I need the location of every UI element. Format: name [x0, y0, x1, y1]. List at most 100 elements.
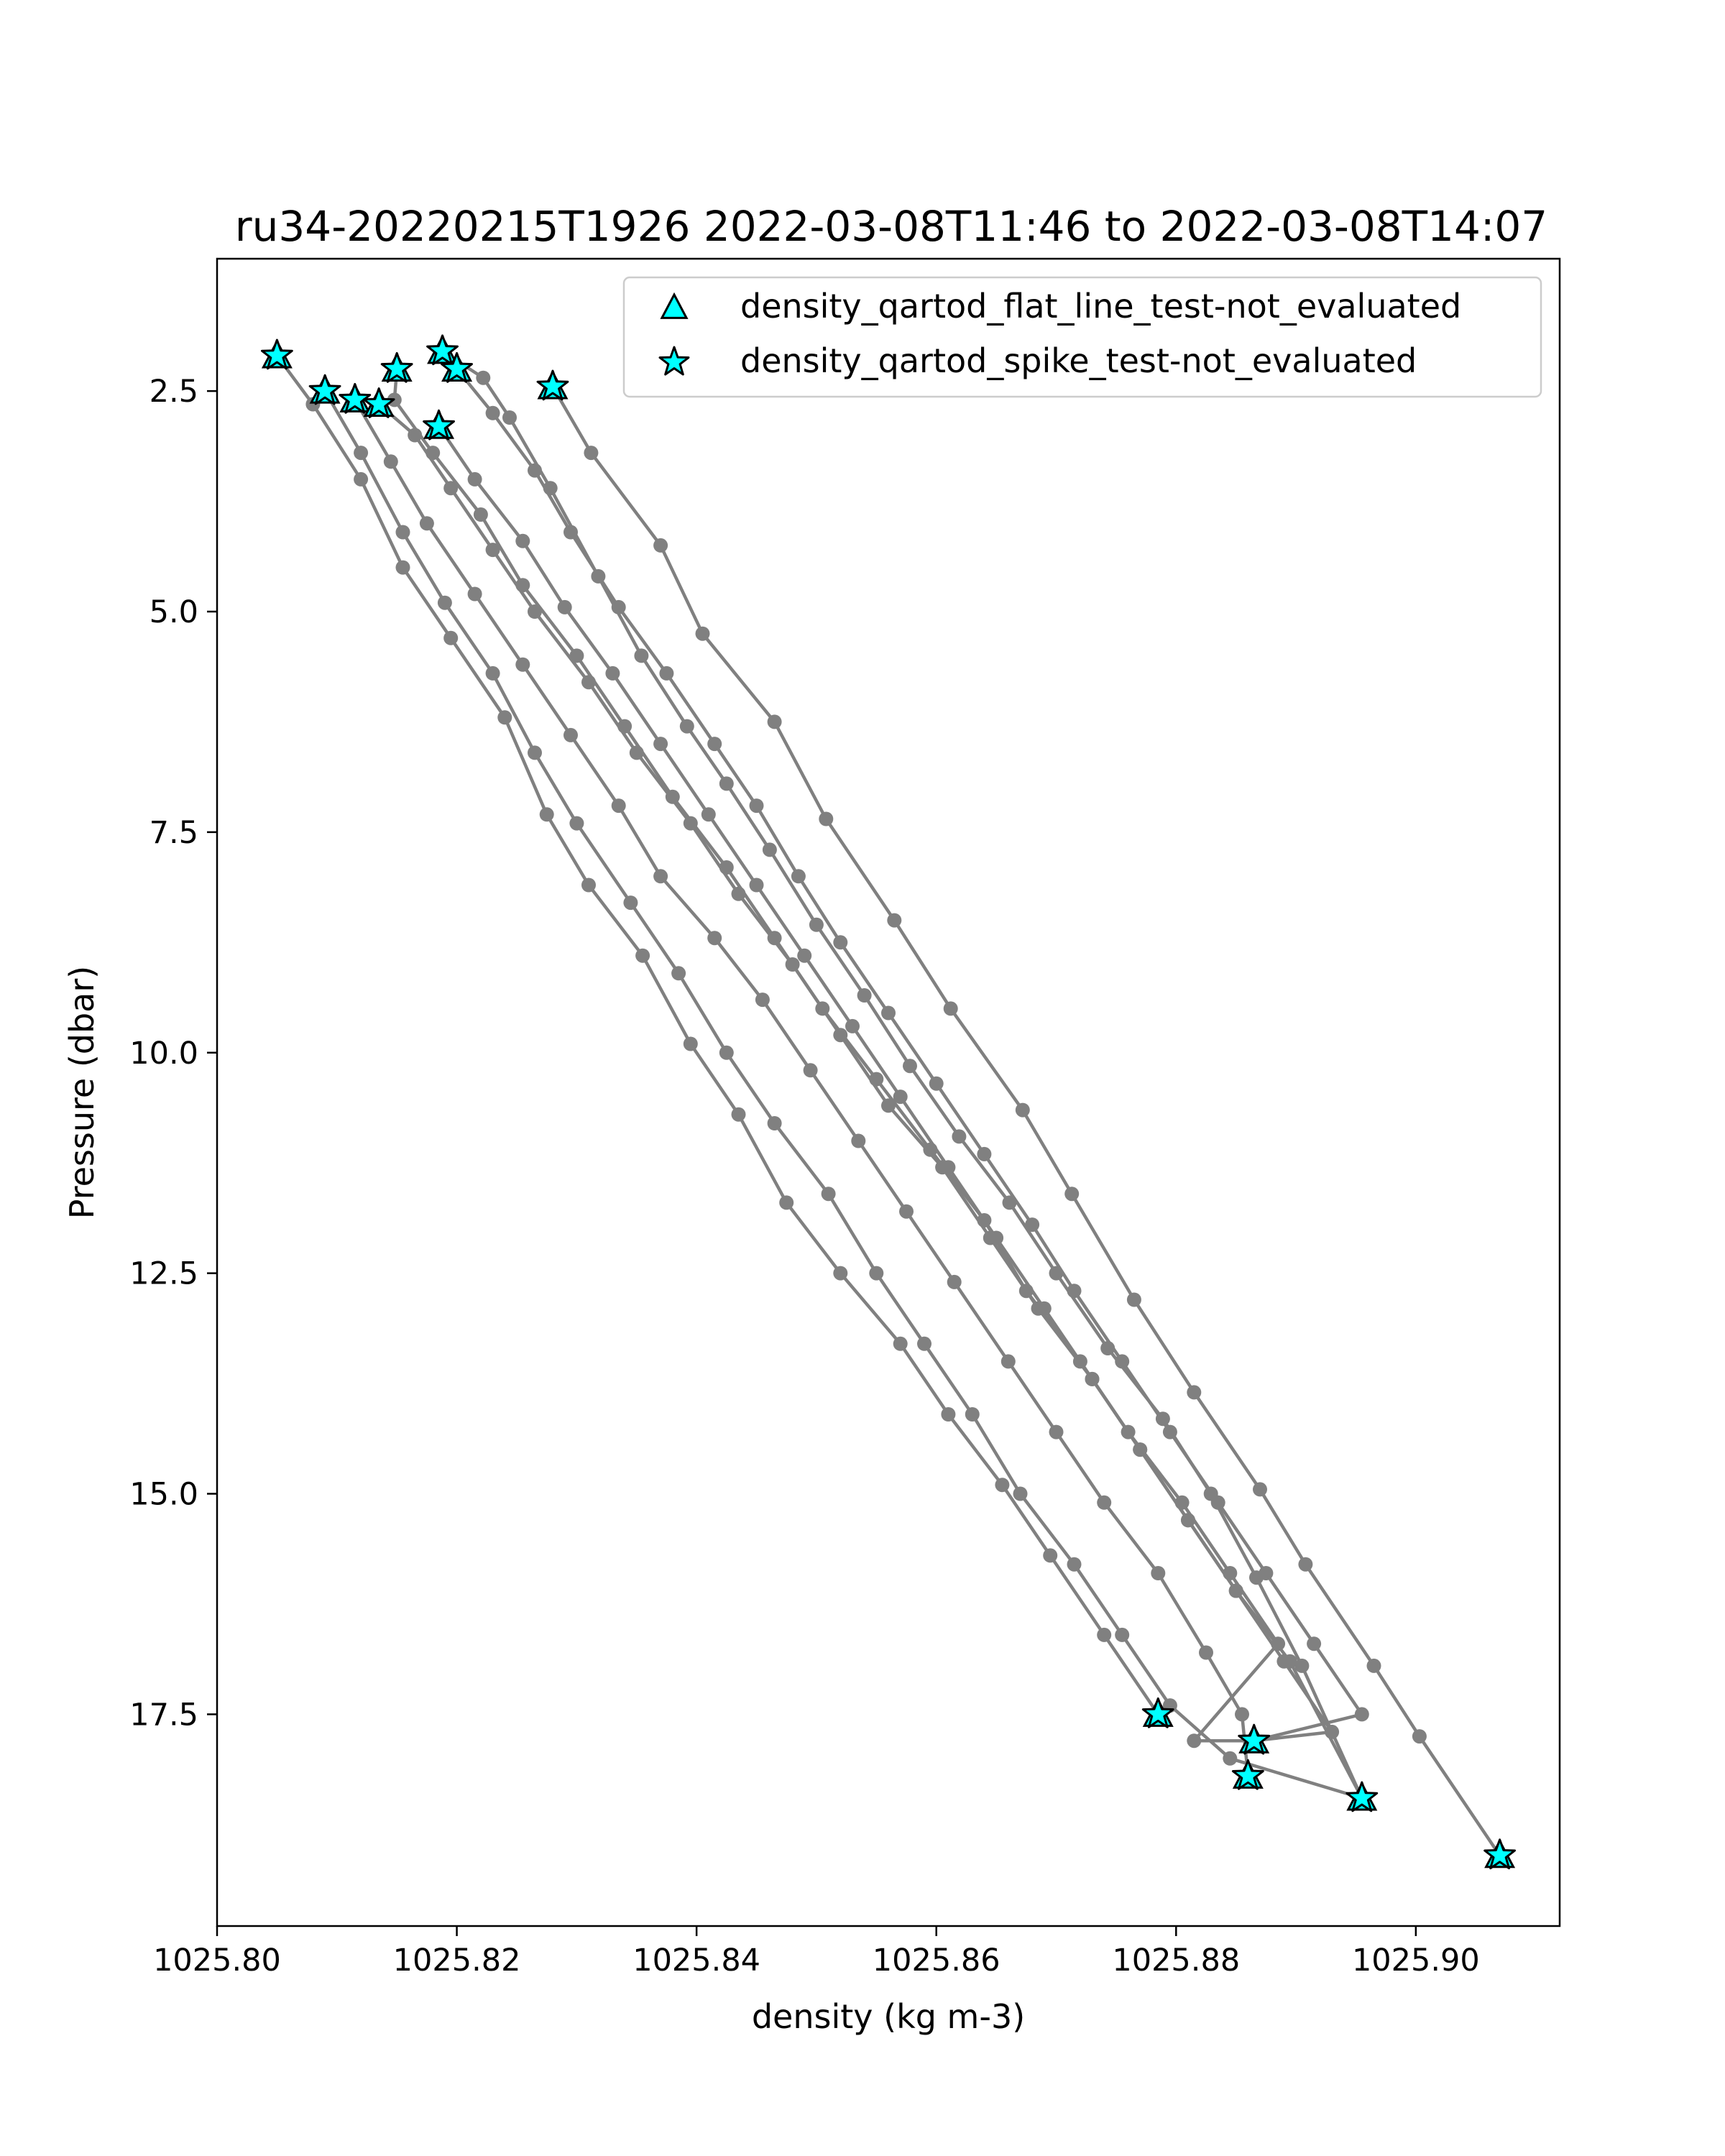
data-point [1259, 1566, 1274, 1580]
data-point [528, 745, 542, 760]
data-point [1354, 1707, 1369, 1722]
spike-flag-marker [1141, 1697, 1174, 1728]
spike-flag-marker [426, 334, 459, 366]
data-point [539, 807, 554, 822]
data-point [833, 935, 848, 950]
data-point [1210, 1495, 1225, 1510]
legend-marker-triangle [660, 292, 689, 319]
data-point [947, 1274, 962, 1289]
data-point [943, 1001, 958, 1016]
data-point [1235, 1707, 1249, 1722]
data-point [893, 1336, 908, 1351]
data-point [1043, 1548, 1058, 1563]
data-point [569, 648, 584, 663]
legend-label-flat-line: density_qartod_flat_line_test-not_evalua… [740, 287, 1461, 326]
data-point [929, 1076, 944, 1091]
spike-flag-marker [536, 369, 569, 401]
data-point [623, 895, 638, 911]
data-point [476, 370, 491, 385]
data-point [755, 992, 770, 1008]
data-point [1228, 1583, 1243, 1598]
data-point [1199, 1645, 1213, 1660]
data-point [803, 1063, 818, 1078]
data-point [719, 776, 734, 791]
data-point [473, 507, 488, 522]
data-point [903, 1059, 917, 1074]
data-point [426, 446, 441, 461]
data-point [467, 471, 482, 487]
data-point [952, 1129, 967, 1144]
data-point [617, 719, 632, 734]
data-point [1015, 1102, 1030, 1118]
data-point [383, 454, 398, 469]
chart-title: ru34-20220215T1926 2022-03-08T11:46 to 2… [235, 202, 1547, 251]
data-point [851, 1133, 866, 1148]
y-tick-label: 10.0 [129, 1036, 198, 1072]
data-point [1412, 1729, 1427, 1744]
data-point [1036, 1301, 1052, 1316]
spike-flag-marker [1231, 1759, 1264, 1790]
data-point [671, 966, 686, 981]
data-point [779, 1195, 794, 1210]
data-point [857, 988, 872, 1003]
data-point [515, 578, 530, 593]
legend-label-spike: density_qartod_spike_test-not_evaluated [740, 341, 1417, 380]
data-point [635, 948, 650, 963]
y-tick-label: 17.5 [129, 1697, 198, 1733]
data-point [485, 405, 500, 420]
data-point [767, 1116, 782, 1130]
x-tick-label: 1025.84 [632, 1943, 760, 1978]
data-point [797, 948, 812, 963]
x-tick-label: 1025.86 [873, 1943, 1000, 1978]
data-point [1181, 1513, 1195, 1528]
data-point [354, 446, 369, 461]
y-axis-label: Pressure (dbar) [63, 966, 101, 1219]
profile-line-7 [455, 367, 1364, 1743]
data-point [809, 917, 824, 932]
data-point [767, 714, 782, 729]
data-point [584, 446, 599, 461]
data-point [1064, 1187, 1080, 1202]
legend-star-symbol [658, 346, 690, 376]
data-point [977, 1146, 992, 1161]
data-point [899, 1204, 914, 1219]
data-point [395, 560, 410, 575]
legend: density_qartod_flat_line_test-not_evalua… [622, 276, 1542, 398]
data-point [581, 877, 596, 893]
legend-triangle-symbol [660, 292, 689, 319]
data-point [881, 1005, 896, 1021]
data-point [821, 1187, 836, 1202]
spike-flag-marker [441, 351, 473, 383]
data-point [395, 525, 410, 540]
data-point [564, 727, 578, 742]
data-point [965, 1407, 980, 1422]
y-tick-label: 2.5 [150, 374, 198, 410]
data-point [833, 1266, 848, 1281]
data-point [1187, 1733, 1202, 1749]
data-point [1115, 1627, 1130, 1642]
data-point [653, 538, 668, 553]
data-point [1223, 1751, 1238, 1766]
spike-flag-marker [308, 374, 341, 405]
data-point [749, 798, 764, 814]
data-point [887, 913, 902, 928]
data-point [502, 410, 517, 425]
data-point [1000, 1354, 1016, 1369]
data-point [941, 1160, 956, 1175]
data-point [419, 516, 434, 531]
spike-flag-marker [380, 351, 413, 383]
data-point [869, 1266, 884, 1281]
data-point [1126, 1292, 1141, 1307]
y-tick-label: 5.0 [150, 594, 198, 630]
x-axis-label: density (kg m-3) [752, 1997, 1025, 2036]
data-point [1366, 1658, 1381, 1673]
plot-marks [260, 334, 1517, 1870]
data-point [819, 811, 834, 826]
data-point [1162, 1424, 1177, 1439]
data-point [1294, 1658, 1310, 1673]
axis-ticks: 1025.80 1025.82 1025.84 1025.86 1025.88 1025.… [129, 374, 1480, 1978]
data-point [611, 599, 626, 614]
data-point [1325, 1724, 1340, 1739]
